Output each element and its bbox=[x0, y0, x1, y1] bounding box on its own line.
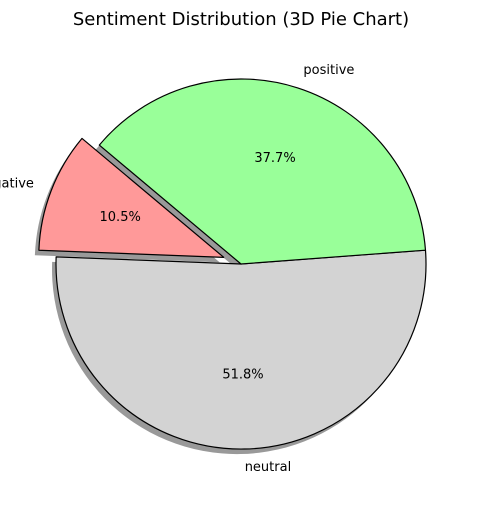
slice-label-neutral: neutral bbox=[245, 460, 292, 475]
pct-label-neutral: 51.8% bbox=[222, 367, 263, 382]
pie-slice-neutral bbox=[56, 250, 426, 449]
slice-label-negative: negative bbox=[0, 177, 34, 192]
chart-title: Sentiment Distribution (3D Pie Chart) bbox=[73, 9, 409, 30]
slices bbox=[39, 79, 426, 449]
pct-label-positive: 37.7% bbox=[254, 151, 295, 166]
slice-label-positive: positive bbox=[303, 63, 354, 78]
pct-label-negative: 10.5% bbox=[100, 210, 141, 225]
